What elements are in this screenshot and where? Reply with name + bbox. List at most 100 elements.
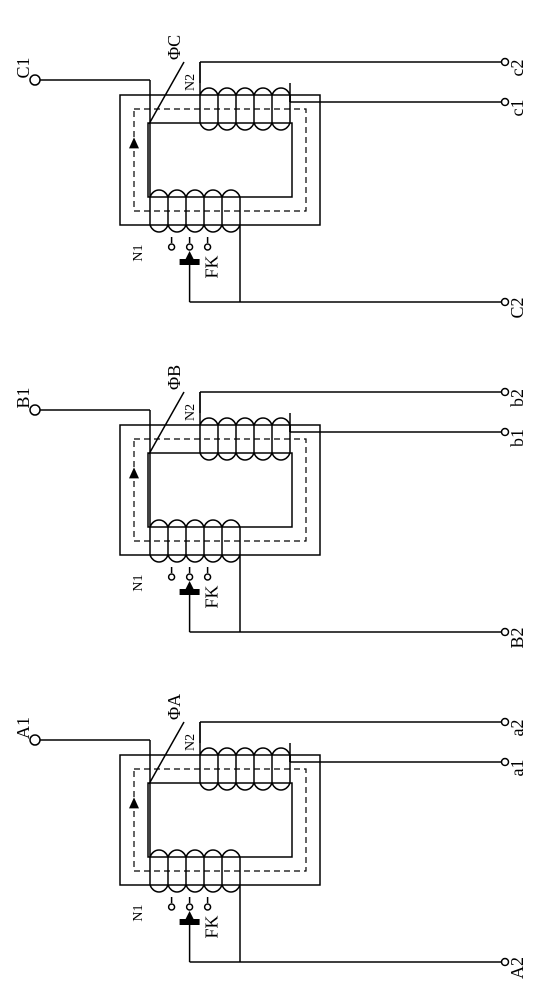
phi-label: ΦC	[164, 35, 184, 60]
tap-circle	[187, 244, 193, 250]
tap-circle	[205, 904, 211, 910]
primary-coil-bot	[168, 555, 186, 562]
primary-coil-top	[186, 520, 204, 527]
secondary-coil-top	[254, 418, 272, 425]
tap-selector	[180, 919, 200, 925]
n1-label: N1	[131, 574, 146, 591]
primary-1-label: A1	[13, 717, 33, 739]
core-inner	[148, 123, 292, 197]
primary-coil-bot	[150, 225, 168, 232]
secondary-coil-bot	[218, 453, 236, 460]
phi-label: ΦA	[164, 694, 184, 720]
n2-label: N2	[183, 404, 198, 421]
secondary-coil-bot	[236, 123, 254, 130]
secondary-coil-top	[236, 88, 254, 95]
secondary-coil-bot	[236, 783, 254, 790]
core-inner	[148, 783, 292, 857]
primary-coil-bot	[204, 225, 222, 232]
primary-coil-bot	[150, 885, 168, 892]
secondary-2-label: a2	[507, 720, 527, 737]
flux-arrow	[129, 797, 139, 808]
secondary-coil-top	[236, 418, 254, 425]
primary-coil-top	[186, 850, 204, 857]
tap-circle	[169, 574, 175, 580]
flux-path	[134, 769, 306, 871]
primary-coil-top	[168, 520, 186, 527]
secondary-coil-bot	[200, 123, 218, 130]
tap-circle	[187, 574, 193, 580]
secondary-coil-bot	[254, 783, 272, 790]
diagram-root: ΦAA1A2FKN1a1a2N2ΦBB1B2FKN1b1b2N2ΦCC1C2FK…	[0, 0, 541, 1000]
secondary-coil-bot	[218, 123, 236, 130]
secondary-coil-top	[218, 88, 236, 95]
primary-coil-bot	[150, 555, 168, 562]
secondary-coil-top	[236, 748, 254, 755]
fk-label: FK	[202, 585, 222, 608]
primary-coil-bot	[186, 555, 204, 562]
primary-coil-top	[204, 190, 222, 197]
secondary-1-label: b1	[507, 429, 527, 447]
secondary-coil-top	[200, 418, 218, 425]
flux-path	[134, 109, 306, 211]
primary-coil-top	[222, 850, 240, 857]
primary-coil-top	[150, 190, 168, 197]
flux-path	[134, 439, 306, 541]
primary-coil-bot	[222, 885, 240, 892]
fk-label: FK	[202, 255, 222, 278]
fk-label: FK	[202, 915, 222, 938]
secondary-coil-bot	[200, 783, 218, 790]
primary-coil-top	[222, 190, 240, 197]
phi-leader	[149, 62, 184, 124]
primary-coil-bot	[168, 225, 186, 232]
flux-arrow	[129, 137, 139, 148]
tap-arrow	[186, 911, 194, 919]
secondary-2-label: c2	[507, 60, 527, 77]
n1-label: N1	[131, 904, 146, 921]
secondary-coil-bot	[254, 453, 272, 460]
primary-coil-top	[222, 520, 240, 527]
phi-label: ΦB	[164, 365, 184, 390]
secondary-coil-bot	[200, 453, 218, 460]
primary-coil-bot	[222, 555, 240, 562]
primary-coil-bot	[168, 885, 186, 892]
secondary-2-label: b2	[507, 389, 527, 407]
n2-label: N2	[183, 734, 198, 751]
n1-label: N1	[131, 244, 146, 261]
tap-circle	[169, 904, 175, 910]
secondary-coil-top	[272, 748, 290, 755]
tap-selector	[180, 259, 200, 265]
primary-coil-top	[150, 850, 168, 857]
tap-arrow	[186, 251, 194, 259]
secondary-coil-bot	[254, 123, 272, 130]
primary-2-label: C2	[507, 297, 527, 318]
secondary-coil-bot	[218, 783, 236, 790]
primary-coil-bot	[204, 885, 222, 892]
n2-label: N2	[183, 74, 198, 91]
primary-coil-top	[168, 190, 186, 197]
core-inner	[148, 453, 292, 527]
tap-arrow	[186, 581, 194, 589]
secondary-coil-bot	[272, 123, 290, 130]
primary-coil-top	[186, 190, 204, 197]
primary-coil-bot	[186, 885, 204, 892]
tap-circle	[169, 244, 175, 250]
primary-coil-top	[204, 520, 222, 527]
primary-2-label: A2	[507, 957, 527, 979]
secondary-coil-top	[218, 418, 236, 425]
primary-1-label: C1	[13, 57, 33, 78]
tap-selector	[180, 589, 200, 595]
primary-2-label: B2	[507, 627, 527, 648]
secondary-coil-top	[200, 748, 218, 755]
primary-coil-top	[150, 520, 168, 527]
flux-arrow	[129, 467, 139, 478]
secondary-coil-bot	[272, 783, 290, 790]
primary-coil-top	[168, 850, 186, 857]
primary-coil-top	[204, 850, 222, 857]
secondary-coil-top	[218, 748, 236, 755]
primary-coil-bot	[204, 555, 222, 562]
phi-leader	[149, 722, 184, 784]
secondary-coil-top	[254, 88, 272, 95]
secondary-coil-top	[254, 748, 272, 755]
secondary-coil-top	[200, 88, 218, 95]
secondary-coil-top	[272, 88, 290, 95]
